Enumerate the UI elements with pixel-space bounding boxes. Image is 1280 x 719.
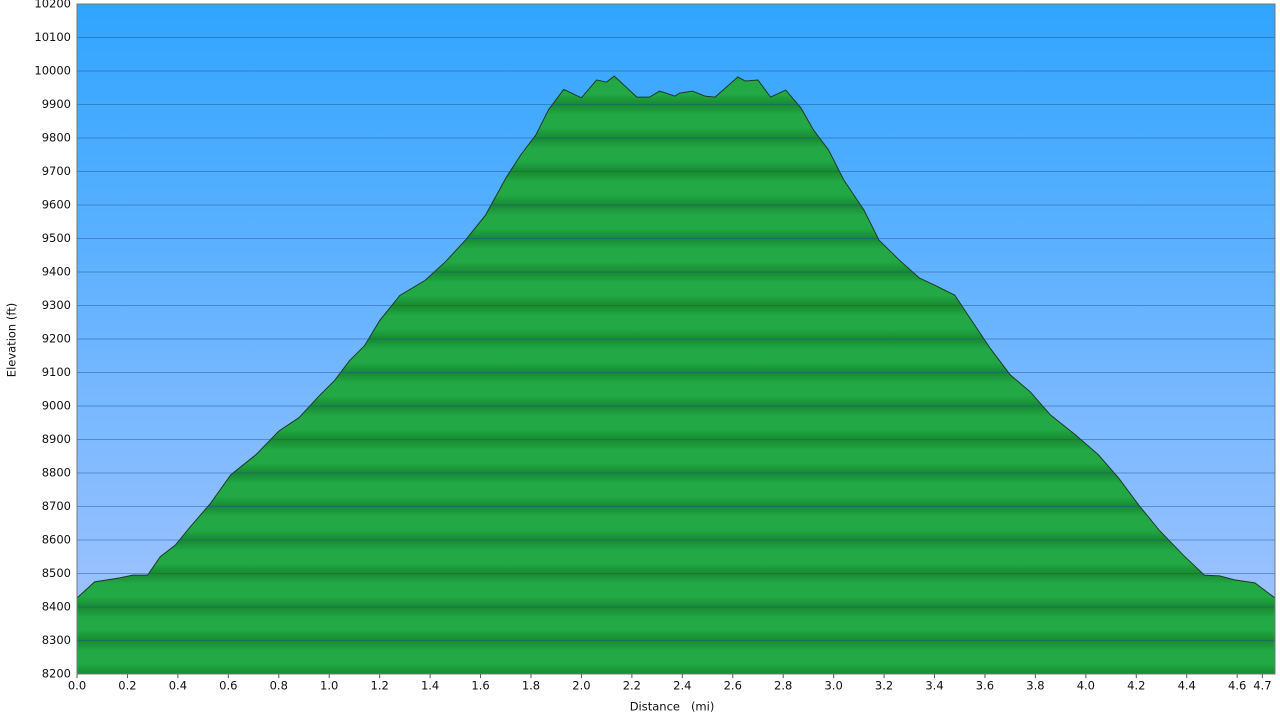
x-tick-label: 0.4 [169,679,187,693]
y-tick-label: 9300 [42,298,71,312]
y-tick-label: 9800 [42,131,71,145]
x-tick-label: 1.4 [421,679,439,693]
x-tick-label: 3.4 [925,679,943,693]
elevation-area [77,76,1275,674]
x-tick-label: 2.0 [572,679,590,693]
y-tick-label: 9700 [42,164,71,178]
y-tick-label: 9600 [42,198,71,212]
y-tick-label: 9000 [42,399,71,413]
y-tick-label: 8700 [42,499,71,513]
x-axis-title: Distance (mi) [630,700,715,714]
x-tick-label: 1.6 [471,679,489,693]
x-tick-label: 2.6 [724,679,742,693]
x-tick-label: 4.2 [1127,679,1145,693]
x-tick-label: 0.0 [68,679,86,693]
x-tick-label: 0.6 [219,679,237,693]
x-tick-label: 0.2 [118,679,136,693]
plot-frame [76,3,1276,675]
x-tick-label: 1.8 [522,679,540,693]
x-tick-label: 2.2 [623,679,641,693]
y-tick-label: 10000 [34,64,71,78]
x-tick-label: 4.4 [1178,679,1196,693]
y-tick-label: 8900 [42,432,71,446]
x-tick-label: 4.6 [1228,679,1246,693]
y-tick-label: 9100 [42,365,71,379]
y-tick-label: 8800 [42,466,71,480]
x-tick-label: 0.8 [270,679,288,693]
x-tick-label: 3.6 [976,679,994,693]
y-tick-label: 9400 [42,265,71,279]
y-tick-label: 8200 [42,667,71,681]
x-tick-label: 3.0 [824,679,842,693]
y-tick-label: 9200 [42,332,71,346]
y-tick-label: 8400 [42,600,71,614]
y-tick-label: 8500 [42,566,71,580]
y-tick-label: 9500 [42,231,71,245]
elevation-line [76,75,1276,599]
y-tick-label: 10100 [34,30,71,44]
x-tick-label: 4.7 [1253,679,1271,693]
x-tick-label: 1.0 [320,679,338,693]
y-tick-label: 10200 [34,0,71,11]
y-tick-label: 8300 [42,633,71,647]
x-tick-label: 2.4 [673,679,691,693]
y-tick-label: 8600 [42,533,71,547]
x-tick-label: 3.2 [875,679,893,693]
y-tick-label: 9900 [42,97,71,111]
x-tick-label: 1.2 [371,679,389,693]
y-axis-title: Elevation (ft) [5,303,19,377]
x-tick-label: 4.0 [1077,679,1095,693]
x-tick-label: 2.8 [774,679,792,693]
x-tick-label: 3.8 [1026,679,1044,693]
